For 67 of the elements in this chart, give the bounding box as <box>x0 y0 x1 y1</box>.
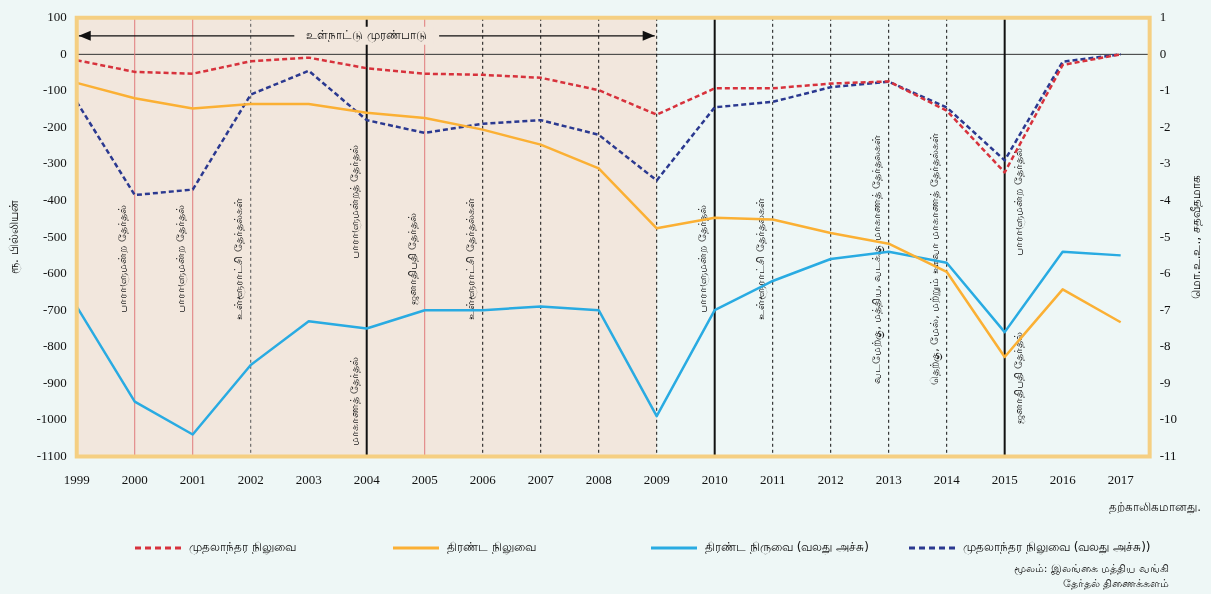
text: மூலம்: இலங்கை மத்திய வங்கி <box>1013 562 1169 576</box>
ref-line-label: பாராளுமன்ற தேர்தல் <box>695 205 710 313</box>
y2-tick-label: -10 <box>1159 411 1178 427</box>
annotation: மாகாணத் தேர்தல் <box>347 356 361 447</box>
ref-line-label: உள்ளூராட்சி தேர்தல்கள் <box>463 198 478 320</box>
legend-label: திரண்ட நிலுவை <box>447 540 536 555</box>
ref-line-label: பாராளுமன்ற தேர்தல் <box>173 205 188 313</box>
x-tick-label: 2001 <box>179 471 206 487</box>
y-tick-label: -600 <box>42 265 67 281</box>
x-tick-label: 2017 <box>1107 471 1135 487</box>
ref-line-label: வடமேற்கு, மத்திய, வடக்கு மாகாணத் தேர்தலகள் <box>869 134 885 384</box>
ref-line-label: பாராளுமன்ற தேர்தல் <box>115 205 130 313</box>
y-tick-label: -500 <box>42 228 67 244</box>
y2-tick-label: -2 <box>1159 118 1171 134</box>
annotation: ஜனாதிபதி தேர்தல் <box>1011 331 1026 425</box>
x-tick-label: 2010 <box>701 471 728 487</box>
y-tick-label: -900 <box>42 374 67 390</box>
x-tick-label: 2004 <box>353 471 381 487</box>
y-tick-label: -200 <box>42 118 67 134</box>
ref-line-label: ஜனாதிபதி தேர்தல் <box>405 212 420 306</box>
y-tick-label: 100 <box>47 9 67 25</box>
x-tick-label: 2015 <box>991 471 1018 487</box>
x-tick-label: 2008 <box>585 471 612 487</box>
x-tick-label: 2002 <box>237 471 264 487</box>
x-tick-label: 2006 <box>469 471 497 487</box>
ref-line-label: பாராளுமன்றத் தேர்தல் <box>347 144 362 260</box>
text: தேர்தல் திணைக்களம் <box>1062 577 1169 591</box>
x-tick-label: 2016 <box>1049 471 1077 487</box>
y2-tick-label: -11 <box>1159 447 1177 463</box>
x-tick-label: 2014 <box>933 471 961 487</box>
y-tick-label: 0 <box>60 45 67 61</box>
band-label: உள்நாட்டு முரண்பாடு <box>306 27 428 43</box>
legend-label: முதலாந்தர நிலுவை (வலது அச்சு)) <box>963 540 1151 555</box>
y-tick-label: -400 <box>42 191 67 207</box>
x-tick-label: 2003 <box>295 471 322 487</box>
y2-tick-label: 1 <box>1159 9 1167 25</box>
y2-tick-label: -3 <box>1159 155 1171 171</box>
x-tick-label: 2009 <box>643 471 670 487</box>
y2-tick-label: 0 <box>1159 45 1167 61</box>
x-tick-label: 1999 <box>63 471 90 487</box>
y2-tick-label: -1 <box>1159 82 1171 98</box>
y2-tick-label: -4 <box>1159 191 1171 207</box>
y2-tick-label: -5 <box>1159 228 1171 244</box>
y-tick-label: -1000 <box>36 411 67 427</box>
y2-tick-label: -6 <box>1159 265 1171 281</box>
x-tick-label: 2011 <box>759 471 786 487</box>
x-tick-label: 2013 <box>875 471 902 487</box>
y2-tick-label: -9 <box>1159 374 1171 390</box>
x-tick-label: 2005 <box>411 471 438 487</box>
x-tick-label: 2012 <box>817 471 844 487</box>
ref-line-label: உள்ளூராட்சி தேர்தல்கள் <box>231 198 246 320</box>
y-tick-label: -100 <box>42 82 67 98</box>
ref-line-label: உள்ளூராட்சி தேர்தல்கள் <box>753 198 768 320</box>
y-tick-label: -700 <box>42 301 67 317</box>
ref-line-label: பாராளுமன்ற தேர்தல் <box>1011 148 1026 256</box>
text: தற்காலிகமானது. <box>1109 500 1201 516</box>
y2-tick-label: -8 <box>1159 338 1171 354</box>
y-tick-label: -800 <box>42 338 67 354</box>
x-tick-label: 2000 <box>121 471 148 487</box>
legend-label: முதலாந்தர நிலுவை <box>189 540 296 555</box>
x-tick-label: 2007 <box>527 471 555 487</box>
y-tick-label: -300 <box>42 155 67 171</box>
y2-axis-title: மொ.உ.உ., சதவீதமாக <box>1189 175 1204 300</box>
legend-label: திரண்ட நிருவை (வலது அச்சு) <box>705 540 869 555</box>
y2-tick-label: -7 <box>1159 301 1171 317</box>
y-axis-title: ரூ. பில்லியன் <box>7 200 23 274</box>
y-tick-label: -1100 <box>36 447 67 463</box>
